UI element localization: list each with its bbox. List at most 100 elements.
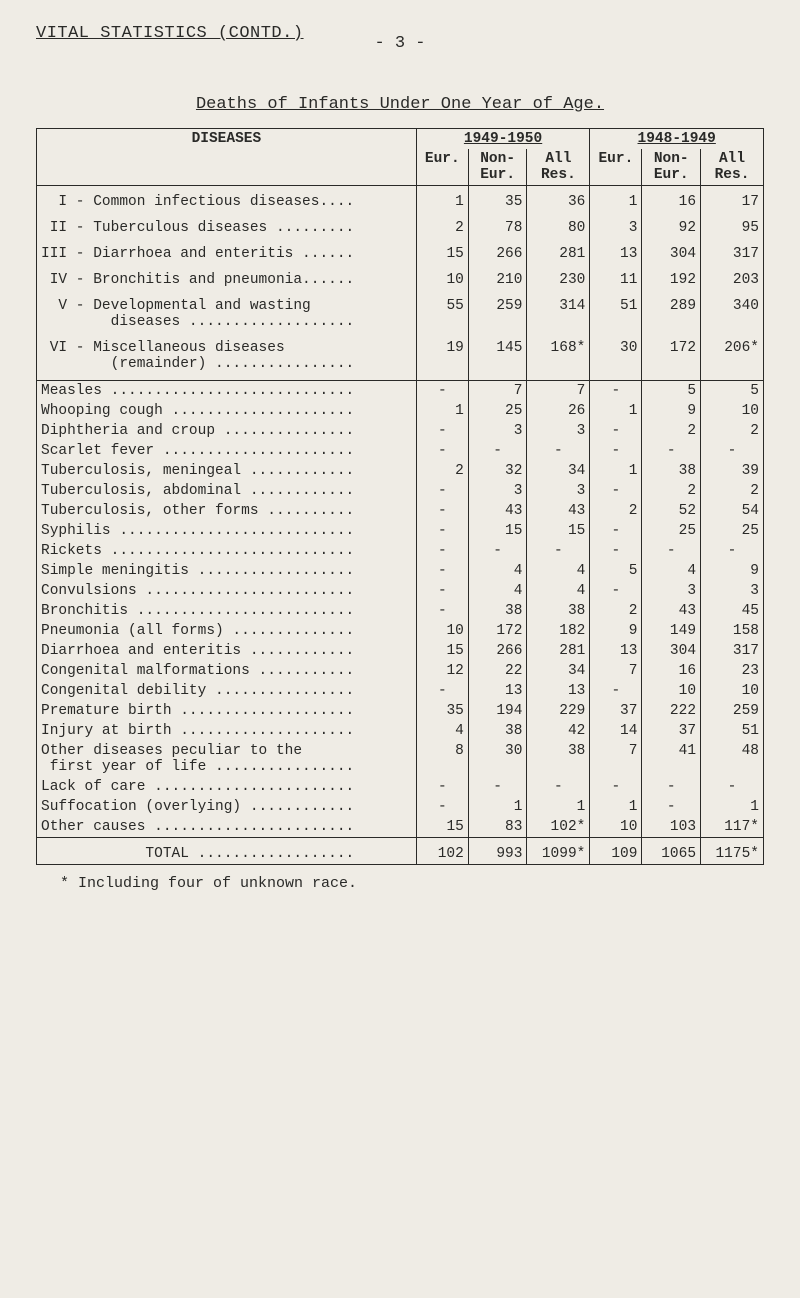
row-label: Measles ............................ bbox=[37, 381, 417, 402]
col-period-a: 1949-1950 bbox=[416, 129, 590, 150]
table-cell: 13 bbox=[590, 244, 642, 264]
table-row: Premature birth ....................3519… bbox=[37, 701, 764, 721]
table-cell: 35 bbox=[468, 192, 527, 212]
table-cell: 230 bbox=[527, 270, 590, 290]
table-cell: 38 bbox=[527, 601, 590, 621]
table-cell: 9 bbox=[590, 621, 642, 641]
table-cell: 95 bbox=[701, 218, 764, 238]
table-cell: - bbox=[590, 521, 642, 541]
row-label: Rickets ............................ bbox=[37, 541, 417, 561]
row-label: II - Tuberculous diseases ......... bbox=[37, 218, 417, 238]
table-cell: 206* bbox=[701, 338, 764, 374]
row-label: Suffocation (overlying) ............ bbox=[37, 797, 417, 817]
col-period-b: 1948-1949 bbox=[590, 129, 764, 150]
table-cell: - bbox=[527, 441, 590, 461]
row-label: V - Developmental and wasting diseases .… bbox=[37, 296, 417, 332]
table-row: Other causes .......................1583… bbox=[37, 817, 764, 838]
table-cell: 5 bbox=[590, 561, 642, 581]
table-cell: 92 bbox=[642, 218, 701, 238]
table-cell: 25 bbox=[642, 521, 701, 541]
table-cell: 25 bbox=[468, 401, 527, 421]
table-cell: - bbox=[416, 381, 468, 402]
table-cell: 4 bbox=[468, 561, 527, 581]
table-cell: 26 bbox=[527, 401, 590, 421]
row-label: Simple meningitis .................. bbox=[37, 561, 417, 581]
table-cell: - bbox=[642, 441, 701, 461]
table-cell: - bbox=[416, 797, 468, 817]
table-cell: 52 bbox=[642, 501, 701, 521]
table-cell: 229 bbox=[527, 701, 590, 721]
table-row: VI - Miscellaneous diseases (remainder) … bbox=[37, 338, 764, 374]
table-cell: 38 bbox=[527, 741, 590, 777]
table-cell: 1175* bbox=[701, 844, 764, 865]
table-cell: 15 bbox=[416, 817, 468, 838]
table-cell: 3 bbox=[527, 421, 590, 441]
table-cell: 1099* bbox=[527, 844, 590, 865]
table-row: Diphtheria and croup ...............-33-… bbox=[37, 421, 764, 441]
row-label: VI - Miscellaneous diseases (remainder) … bbox=[37, 338, 417, 374]
table-cell: 203 bbox=[701, 270, 764, 290]
table-cell: - bbox=[416, 481, 468, 501]
table-cell: 38 bbox=[468, 601, 527, 621]
table-row: Suffocation (overlying) ............-111… bbox=[37, 797, 764, 817]
table-cell: 9 bbox=[642, 401, 701, 421]
table-cell: - bbox=[468, 541, 527, 561]
table-row: IV - Bronchitis and pneumonia......10210… bbox=[37, 270, 764, 290]
row-label: Other causes ....................... bbox=[37, 817, 417, 838]
table-row: Injury at birth ....................4384… bbox=[37, 721, 764, 741]
table-cell: 281 bbox=[527, 641, 590, 661]
row-label: Premature birth .................... bbox=[37, 701, 417, 721]
page: VITAL STATISTICS (CONTD.) - 3 - Deaths o… bbox=[0, 0, 800, 1298]
table-cell: - bbox=[590, 681, 642, 701]
table-cell: 222 bbox=[642, 701, 701, 721]
row-label: Whooping cough ..................... bbox=[37, 401, 417, 421]
row-label: Congenital debility ................ bbox=[37, 681, 417, 701]
row-label: Diarrhoea and enteritis ............ bbox=[37, 641, 417, 661]
table-row: Lack of care .......................----… bbox=[37, 777, 764, 797]
table-cell: 3 bbox=[468, 481, 527, 501]
table-cell: 993 bbox=[468, 844, 527, 865]
table-cell: 78 bbox=[468, 218, 527, 238]
table-cell: 172 bbox=[468, 621, 527, 641]
table-row: Rickets ............................----… bbox=[37, 541, 764, 561]
table-cell: 30 bbox=[468, 741, 527, 777]
table-cell: 2 bbox=[590, 601, 642, 621]
table-cell: - bbox=[701, 777, 764, 797]
table-cell: 149 bbox=[642, 621, 701, 641]
table-cell: 39 bbox=[701, 461, 764, 481]
table-cell: 15 bbox=[527, 521, 590, 541]
row-label: Diphtheria and croup ............... bbox=[37, 421, 417, 441]
table-row: Tuberculosis, meningeal ............2323… bbox=[37, 461, 764, 481]
table-cell: 4 bbox=[642, 561, 701, 581]
table-cell: 16 bbox=[642, 661, 701, 681]
table-cell: 25 bbox=[701, 521, 764, 541]
table-cell: 210 bbox=[468, 270, 527, 290]
table-cell: 1 bbox=[416, 401, 468, 421]
table-cell: 102 bbox=[416, 844, 468, 865]
table-cell: 281 bbox=[527, 244, 590, 264]
table-cell: 317 bbox=[701, 641, 764, 661]
table-cell: 317 bbox=[701, 244, 764, 264]
table-cell: 314 bbox=[527, 296, 590, 332]
table-cell: 19 bbox=[416, 338, 468, 374]
table-cell: 7 bbox=[468, 381, 527, 402]
table-cell: 55 bbox=[416, 296, 468, 332]
table-cell: 2 bbox=[701, 421, 764, 441]
table-cell: 10 bbox=[416, 621, 468, 641]
table-row: TOTAL ..................1029931099*10910… bbox=[37, 844, 764, 865]
table-cell: - bbox=[642, 541, 701, 561]
table-cell: 182 bbox=[527, 621, 590, 641]
table-cell: 3 bbox=[590, 218, 642, 238]
col-eur-a: Eur. bbox=[416, 149, 468, 186]
table-row: Tuberculosis, abdominal ............-33-… bbox=[37, 481, 764, 501]
table-cell: 2 bbox=[416, 461, 468, 481]
table-row: Simple meningitis ..................-445… bbox=[37, 561, 764, 581]
table-cell: 10 bbox=[701, 401, 764, 421]
table-cell: - bbox=[642, 797, 701, 817]
table-cell: 10 bbox=[642, 681, 701, 701]
table-cell: - bbox=[527, 777, 590, 797]
table-cell: 5 bbox=[642, 381, 701, 402]
table-cell: 1 bbox=[590, 797, 642, 817]
table-cell: 266 bbox=[468, 244, 527, 264]
table-cell: - bbox=[416, 421, 468, 441]
